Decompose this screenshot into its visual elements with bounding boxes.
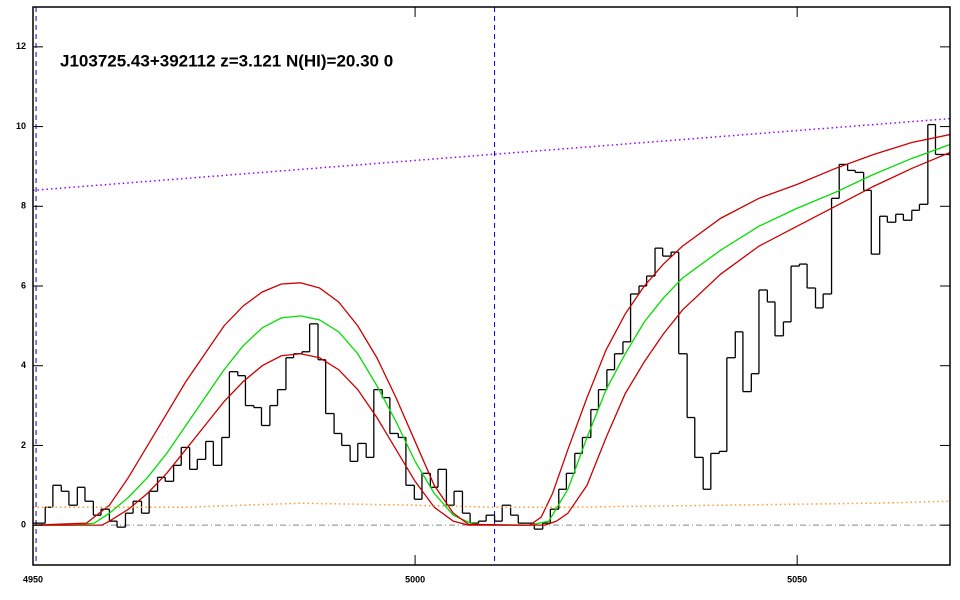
dotted-line (33, 500, 950, 508)
y-tick-label: 8 (21, 201, 26, 211)
x-tick-label: 4950 (23, 574, 43, 584)
dotted-line (33, 117, 950, 192)
y-tick-label: 4 (21, 360, 26, 370)
y-tick-label: 2 (21, 440, 26, 450)
y-tick-label: 12 (16, 41, 26, 51)
model-line (33, 151, 950, 526)
y-tick-label: 10 (16, 121, 26, 131)
model-line (33, 143, 950, 526)
x-tick-label: 5050 (787, 574, 807, 584)
chart-title: J103725.43+392112 z=3.121 N(HI)=20.30 0 (60, 51, 393, 70)
x-tick-label: 5000 (405, 574, 425, 584)
y-tick-label: 6 (21, 280, 26, 290)
model-line (33, 133, 950, 526)
y-tick-label: 0 (21, 520, 26, 530)
plot-area (33, 7, 950, 565)
